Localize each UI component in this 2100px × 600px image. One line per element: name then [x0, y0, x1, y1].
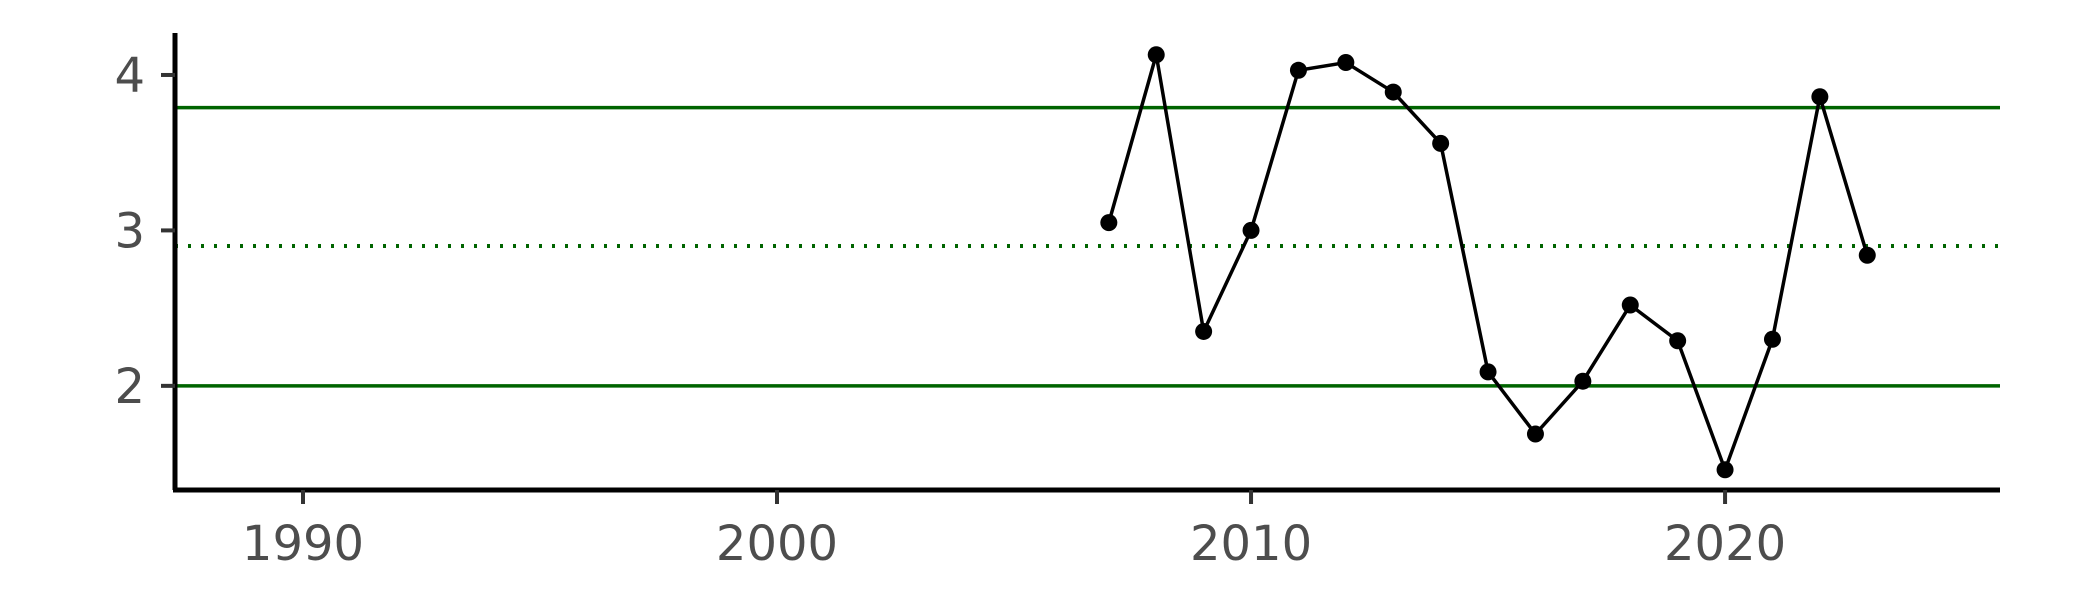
axes — [172, 33, 2000, 493]
y-tick-label-3: 3 — [114, 203, 145, 259]
x-tick-label-2020: 2020 — [1664, 516, 1786, 572]
data-point-2009 — [1195, 322, 1213, 340]
y-tick-label-2: 2 — [114, 359, 145, 415]
x-tick-label-1990: 1990 — [242, 516, 364, 572]
data-point-2016 — [1526, 425, 1544, 443]
data-point-2014 — [1432, 134, 1450, 152]
data-point-2008 — [1147, 46, 1165, 64]
y-tick-label-4: 4 — [114, 48, 145, 104]
data-point-2019 — [1669, 332, 1687, 350]
series-line-0 — [1107, 54, 1869, 475]
data-point-2011 — [1289, 61, 1307, 79]
data-point-2022 — [1811, 88, 1829, 106]
series-group — [1100, 46, 1876, 479]
data-point-2010 — [1242, 221, 1260, 239]
y-axis-ticks: 2 3 4 — [114, 48, 175, 415]
data-point-2017 — [1574, 372, 1592, 390]
x-axis-ticks: 1990 2000 2010 2020 — [242, 490, 1786, 572]
x-tick-label-2000: 2000 — [716, 516, 838, 572]
data-point-2023 — [1858, 246, 1876, 264]
data-point-2015 — [1479, 363, 1497, 381]
data-point-2018 — [1621, 296, 1639, 314]
data-point-2012 — [1337, 54, 1355, 72]
data-point-2021 — [1763, 330, 1781, 348]
data-point-2013 — [1384, 83, 1402, 101]
x-tick-label-2010: 2010 — [1190, 516, 1312, 572]
data-point-2007 — [1100, 214, 1118, 232]
reference-lines — [175, 105, 2000, 388]
data-point-2020 — [1716, 461, 1734, 479]
